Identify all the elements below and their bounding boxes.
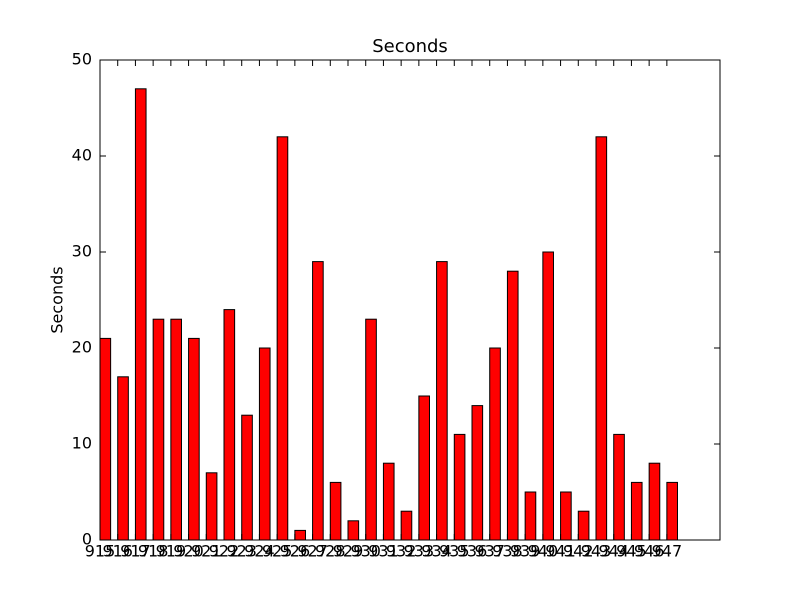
x-tick-label: 924 xyxy=(244,542,275,561)
bar xyxy=(152,318,165,541)
plot-frame xyxy=(99,59,721,541)
bar xyxy=(347,520,360,541)
bar xyxy=(613,433,625,541)
x-tick-label: 929 xyxy=(333,542,364,561)
x-tick-label: 932 xyxy=(386,542,417,561)
bar xyxy=(117,376,129,541)
x-tick-label: 937 xyxy=(474,542,505,561)
bar xyxy=(542,251,554,541)
x-tick-label: 917 xyxy=(120,542,151,561)
x-tick-label: 915 xyxy=(85,542,116,561)
bar xyxy=(170,318,182,541)
y-tick-label: 10 xyxy=(72,434,92,453)
y-tick-label: 50 xyxy=(72,50,92,69)
x-tick-label: 941 xyxy=(545,542,576,561)
x-tick-label: 922 xyxy=(209,542,240,561)
x-tick-label: 918 xyxy=(138,542,169,561)
bar xyxy=(365,318,377,541)
x-tick-label: 936 xyxy=(457,542,488,561)
x-tick-label: 942 xyxy=(563,542,594,561)
bar xyxy=(630,481,643,541)
bar xyxy=(312,261,324,541)
x-tick-label: 947 xyxy=(652,542,683,561)
x-tick-label: 944 xyxy=(598,542,629,561)
y-axis-label: Seconds xyxy=(48,266,67,333)
bar xyxy=(418,395,430,541)
x-tick-label: 934 xyxy=(421,542,452,561)
y-tick-label: 30 xyxy=(72,242,92,261)
x-tick-label: 935 xyxy=(439,542,470,561)
bar xyxy=(329,481,342,541)
x-tick-label: 925 xyxy=(262,542,293,561)
bar xyxy=(489,347,501,541)
bar xyxy=(648,462,661,541)
x-tick-label: 940 xyxy=(528,542,559,561)
chart-title: Seconds xyxy=(372,36,448,57)
x-tick-label: 926 xyxy=(280,542,311,561)
bar xyxy=(595,136,608,541)
bar xyxy=(294,529,306,541)
bar xyxy=(471,405,484,541)
x-tick-label: 927 xyxy=(297,542,328,561)
bar xyxy=(223,309,236,541)
bar xyxy=(666,481,678,541)
y-tick-label: 40 xyxy=(72,146,92,165)
bar xyxy=(400,510,413,541)
x-tick-label: 930 xyxy=(350,542,381,561)
bar xyxy=(258,347,271,541)
x-tick-label: 916 xyxy=(102,542,133,561)
bar xyxy=(382,462,395,541)
bar xyxy=(453,433,466,541)
bar xyxy=(506,270,519,541)
x-tick-label: 933 xyxy=(404,542,435,561)
y-tick-label: 20 xyxy=(72,338,92,357)
x-tick-label: 946 xyxy=(634,542,665,561)
x-tick-label: 928 xyxy=(315,542,346,561)
bar xyxy=(134,88,147,541)
bar xyxy=(560,491,572,541)
x-tick-label: 945 xyxy=(616,542,647,561)
x-tick-label: 939 xyxy=(510,542,541,561)
bar xyxy=(205,472,218,541)
x-tick-label: 920 xyxy=(173,542,204,561)
y-tick-label: 0 xyxy=(82,530,92,549)
x-tick-label: 921 xyxy=(191,542,222,561)
x-tick-label: 938 xyxy=(492,542,523,561)
bar xyxy=(436,261,448,541)
bar xyxy=(99,337,112,541)
x-tick-label: 931 xyxy=(368,542,399,561)
bar xyxy=(276,136,289,541)
x-tick-label: 943 xyxy=(581,542,612,561)
bar xyxy=(577,510,590,541)
bar xyxy=(524,491,537,541)
x-tick-label: 923 xyxy=(226,542,257,561)
bar xyxy=(188,337,200,541)
bar xyxy=(241,414,253,541)
x-tick-label: 919 xyxy=(156,542,187,561)
